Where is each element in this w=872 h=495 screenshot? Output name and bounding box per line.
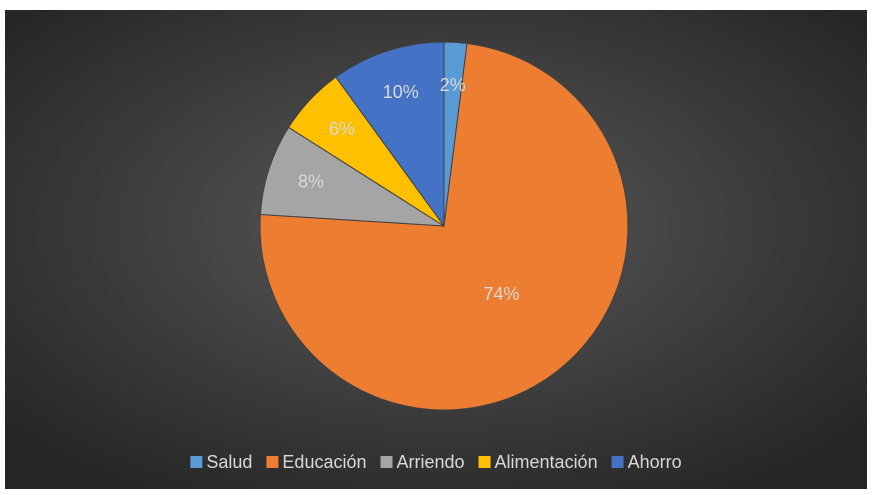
pie-slice	[259, 126, 445, 227]
data-label: 74%	[483, 284, 519, 304]
legend-label: Educación	[282, 452, 366, 472]
legend-swatch	[380, 456, 393, 468]
data-label: 10%	[383, 82, 419, 102]
legend-swatch	[478, 456, 491, 468]
pie	[259, 41, 629, 411]
data-label: 8%	[298, 172, 324, 192]
legend-label: Arriendo	[396, 452, 464, 472]
data-labels: 2% 74% 8% 6% 10%	[298, 75, 519, 304]
data-label: 6%	[329, 119, 355, 139]
pie-slice	[335, 41, 445, 228]
legend-swatch	[190, 456, 203, 468]
legend: Salud Educación Arriendo Alimentación Ahorro	[190, 452, 682, 472]
legend-swatch	[611, 456, 624, 468]
data-label: 2%	[440, 75, 466, 95]
legend-label: Alimentación	[495, 452, 598, 472]
legend-swatch	[266, 456, 279, 468]
legend-label: Salud	[206, 452, 252, 472]
legend-label: Ahorro	[628, 452, 682, 472]
